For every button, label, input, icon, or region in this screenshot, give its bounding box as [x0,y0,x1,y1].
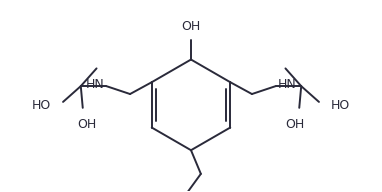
Text: HN: HN [86,78,104,91]
Text: OH: OH [77,118,96,131]
Text: HN: HN [278,78,296,91]
Text: OH: OH [181,20,201,33]
Text: OH: OH [286,118,305,131]
Text: HO: HO [32,99,51,112]
Text: HO: HO [331,99,350,112]
